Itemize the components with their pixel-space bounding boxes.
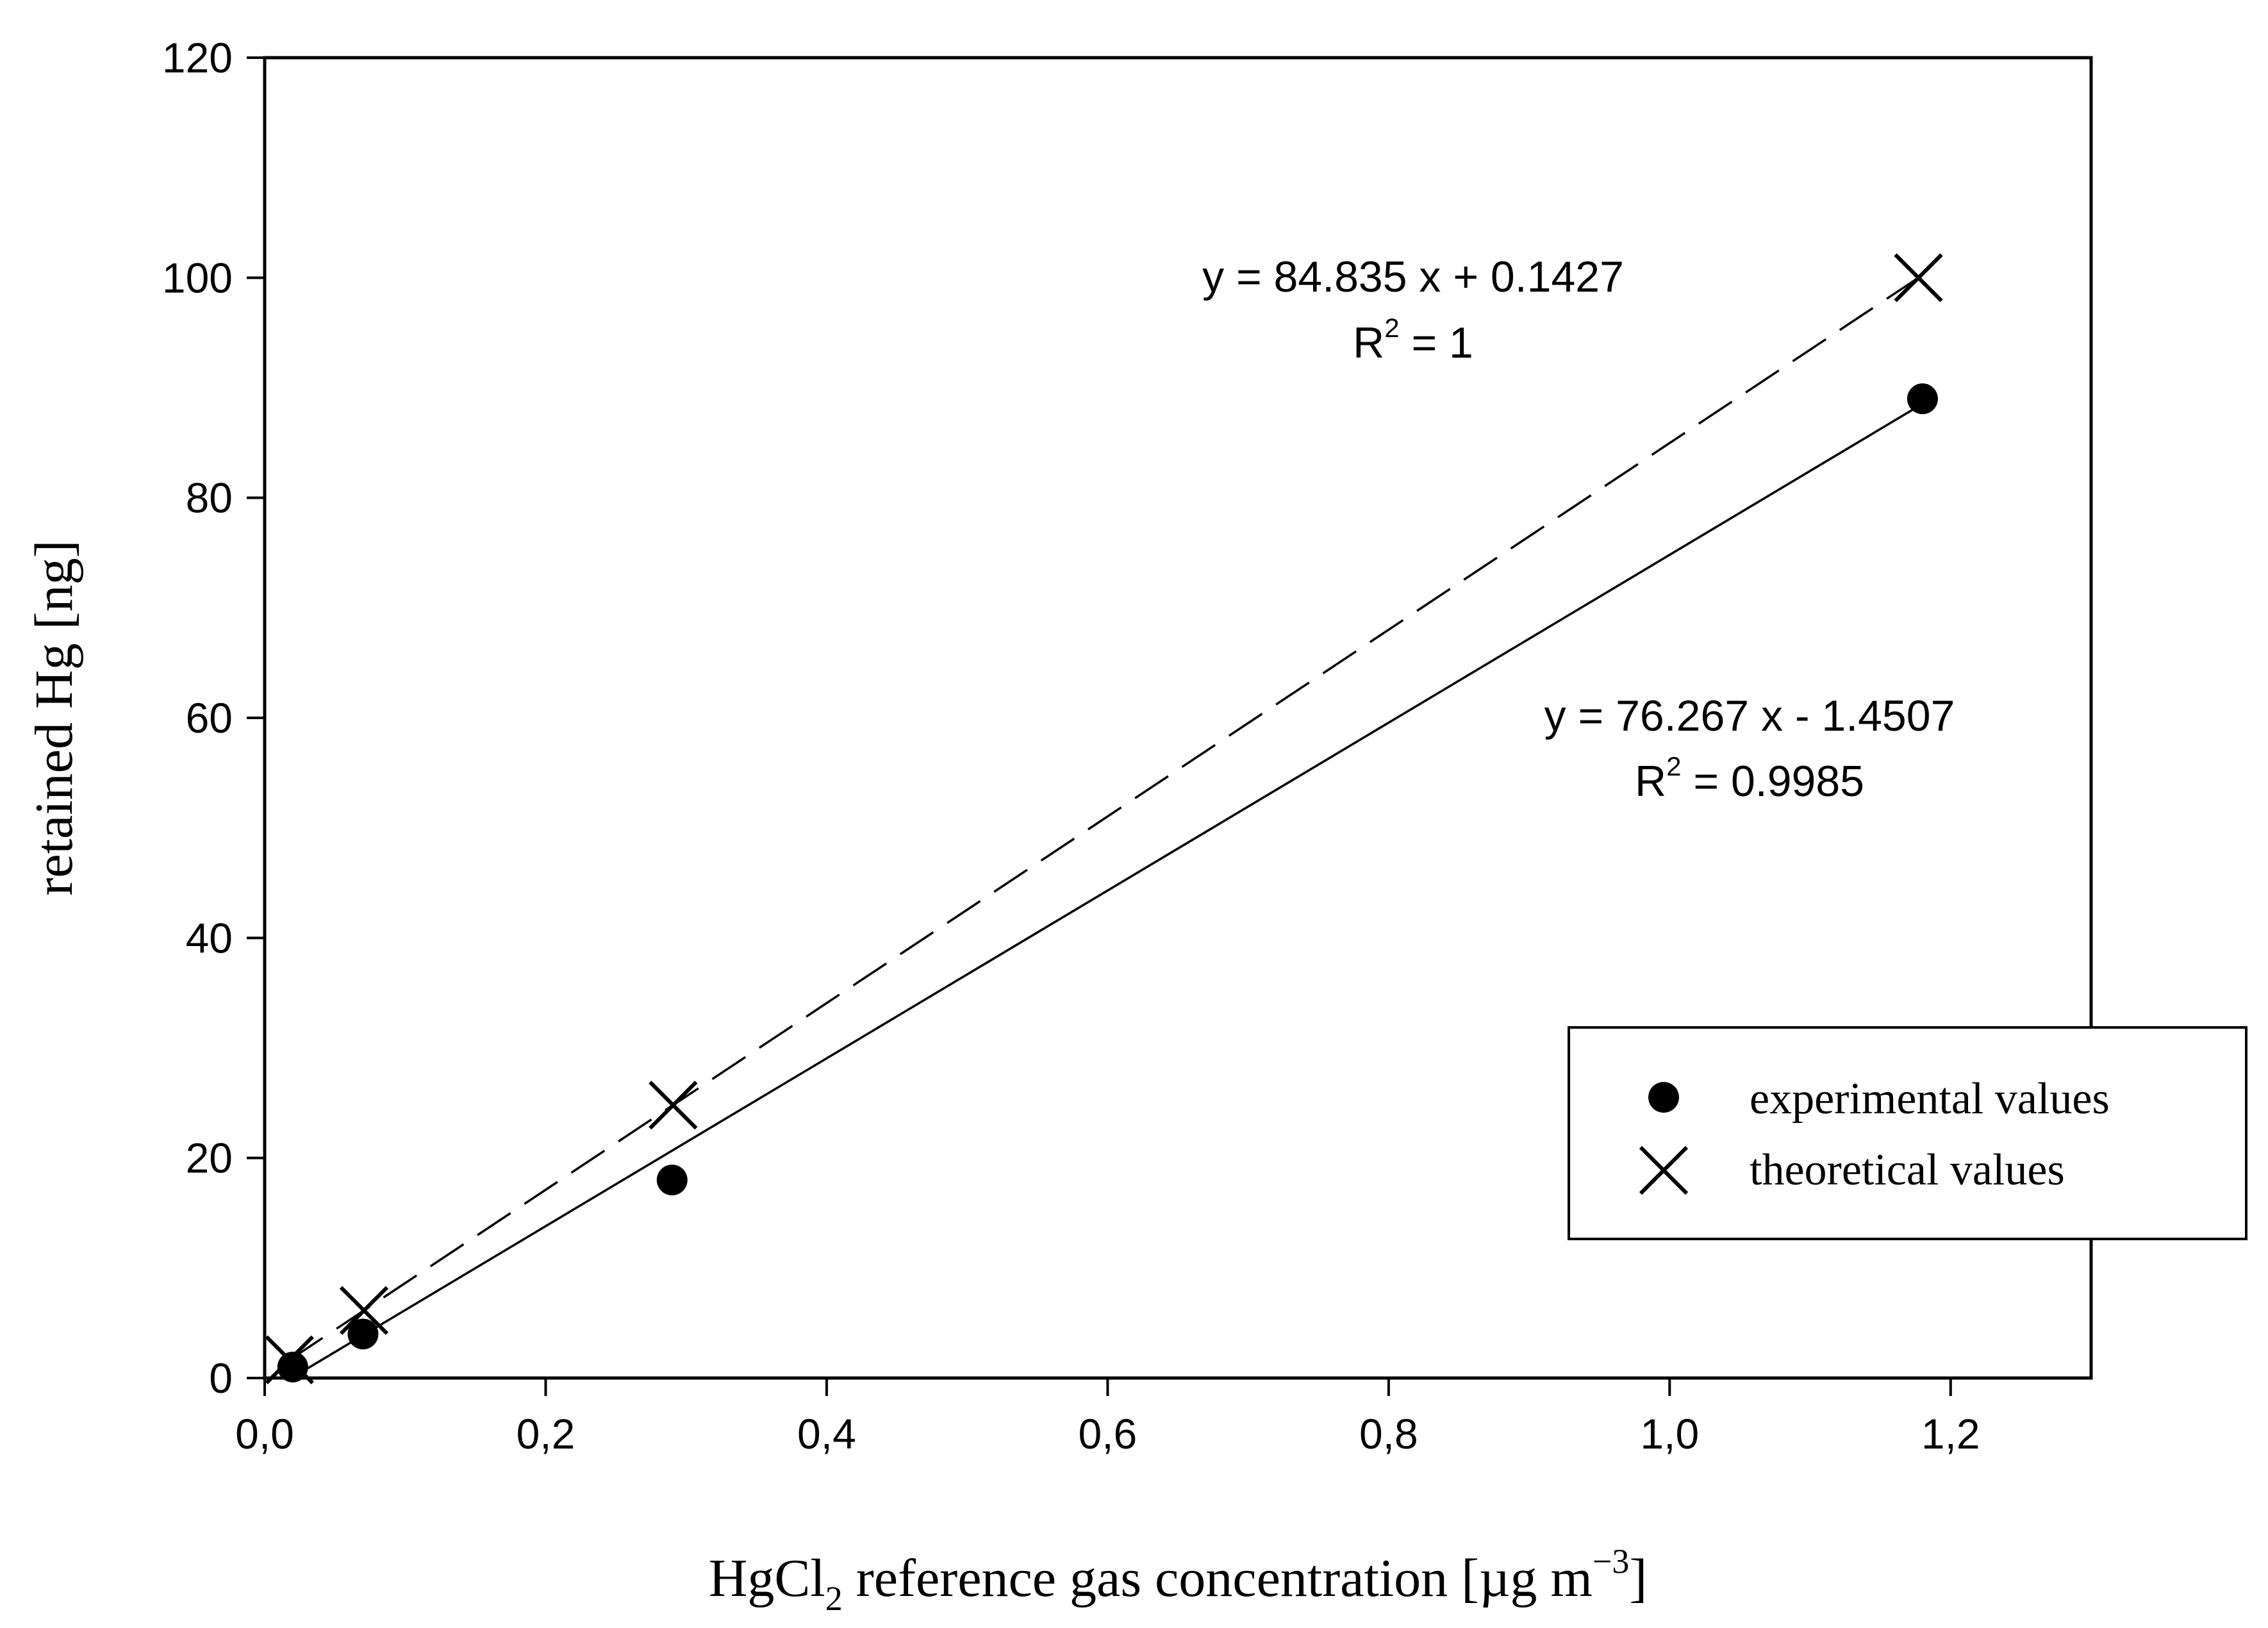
y-tick-label: 40 — [186, 914, 233, 961]
y-tick-label: 80 — [186, 474, 233, 522]
y-tick-label: 0 — [209, 1354, 233, 1402]
x-tick-label: 0,4 — [797, 1410, 856, 1458]
x-axis: 0,0 0,2 0,4 0,6 0,8 1,0 1,2 — [235, 1378, 1980, 1458]
x-axis-title: HgCl2 reference gas concentration [µg m−… — [709, 1542, 1648, 1618]
x-tick-label: 1,0 — [1640, 1410, 1699, 1458]
theoretical-point — [649, 1081, 698, 1130]
y-axis: 0 20 40 60 80 100 120 — [162, 34, 265, 1402]
r2-superscript: 2 — [1384, 313, 1399, 343]
theoretical-equation: y = 84.835 x + 0.1427 — [1202, 253, 1624, 301]
experimental-point — [347, 1318, 379, 1350]
x-tick-label: 0,0 — [235, 1410, 294, 1458]
data-markers — [265, 253, 1943, 1384]
x-tick-label: 0,8 — [1359, 1410, 1418, 1458]
theoretical-point — [339, 1286, 389, 1335]
legend: experimental values theoretical values — [1568, 1026, 2247, 1240]
theoretical-r2: R2 = 1 — [1353, 313, 1473, 367]
experimental-fit-line — [292, 403, 1923, 1379]
legend-box — [1568, 1026, 2247, 1240]
experimental-r2: R2 = 0.9985 — [1635, 751, 1864, 806]
x-tick-label: 0,6 — [1079, 1410, 1138, 1458]
theoretical-point — [1894, 253, 1943, 303]
fit-lines — [288, 276, 1923, 1379]
experimental-point — [277, 1351, 308, 1383]
x-tick-label: 0,2 — [517, 1410, 575, 1458]
y-axis-title: retained Hg [ng] — [24, 540, 84, 895]
legend-label-theoretical: theoretical values — [1750, 1145, 2065, 1195]
experimental-point — [656, 1165, 688, 1195]
r2-superscript: 2 — [1666, 751, 1681, 781]
legend-circle-marker — [1648, 1082, 1679, 1113]
y-tick-label: 20 — [186, 1134, 233, 1182]
experimental-equation: y = 76.267 x - 1.4507 — [1544, 692, 1955, 740]
legend-label-experimental: experimental values — [1750, 1074, 2110, 1124]
y-tick-label: 60 — [186, 694, 233, 742]
theoretical-fit-line — [288, 276, 1919, 1361]
legend-x-marker — [1639, 1145, 1689, 1195]
y-tick-label: 100 — [162, 254, 233, 301]
y-tick-label: 120 — [162, 34, 233, 81]
x-tick-label: 1,2 — [1921, 1410, 1980, 1458]
experimental-point — [1907, 383, 1938, 415]
theoretical-point — [265, 1335, 314, 1384]
